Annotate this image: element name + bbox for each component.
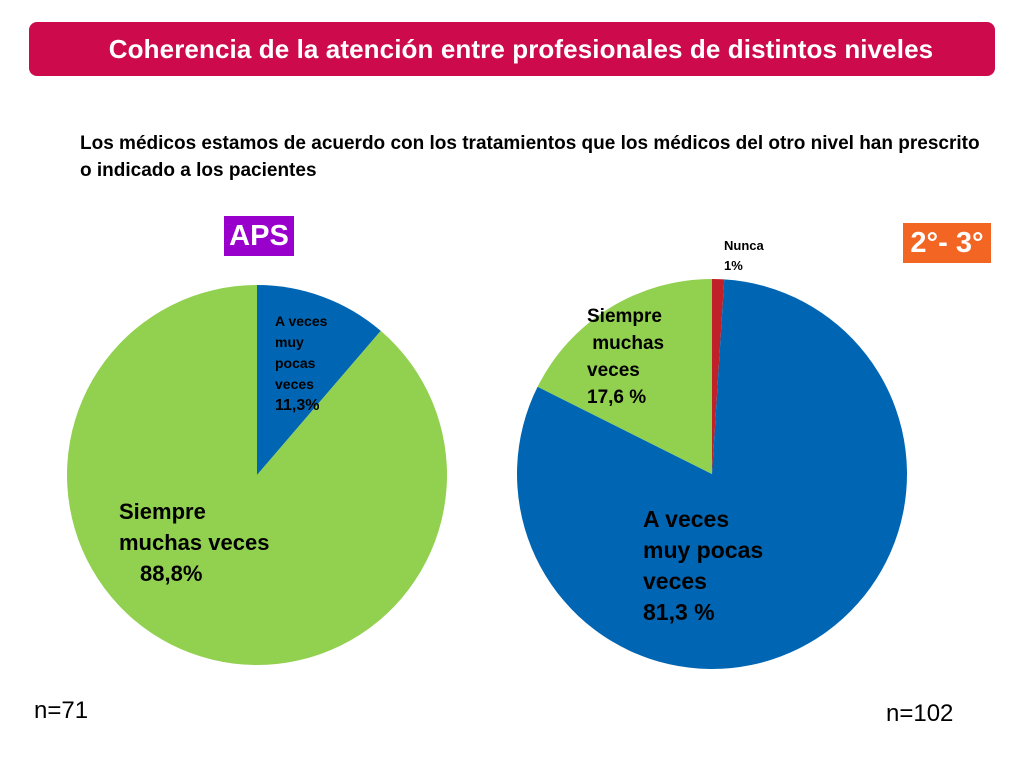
lvl23-slice-0 [712,279,725,474]
level-2-3-badge: 2°- 3° [903,223,991,263]
aps-badge: APS [224,216,294,256]
pie-chart-aps: A veces muy pocas veces 11,3% Siempre muchas v… [67,285,448,665]
aps-slice-1 [67,285,448,665]
sample-size-aps: n=71 [34,697,89,724]
page-title: Coherencia de la atención entre profesio… [108,33,934,64]
aps-slice-label-0: A veces muy pocas veces 11,3% [275,313,328,414]
aps-slice-label-1: Siempre muchas veces 88,8% [119,499,269,586]
chart-subtitle: Los médicos estamos de acuerdo con los t… [80,133,980,181]
aps-slice-0 [257,285,381,475]
pie-chart-2-3: Nunca 1% A veces muy pocas veces 81,3 % Siempr… [517,238,907,669]
title-banner: Coherencia de la atención entre profesio… [29,22,995,76]
lvl23-slice-label-1: A veces muy pocas veces 81,3 % [643,506,763,625]
lvl23-slice-1 [517,279,907,669]
lvl23-slice-label-2: Siempre muchas veces 17,6 % [587,306,664,408]
lvl23-slice-2 [537,279,712,474]
lvl23-slice-label-0: Nunca 1% [724,238,765,273]
sample-size-2-3: n=102 [886,700,954,727]
